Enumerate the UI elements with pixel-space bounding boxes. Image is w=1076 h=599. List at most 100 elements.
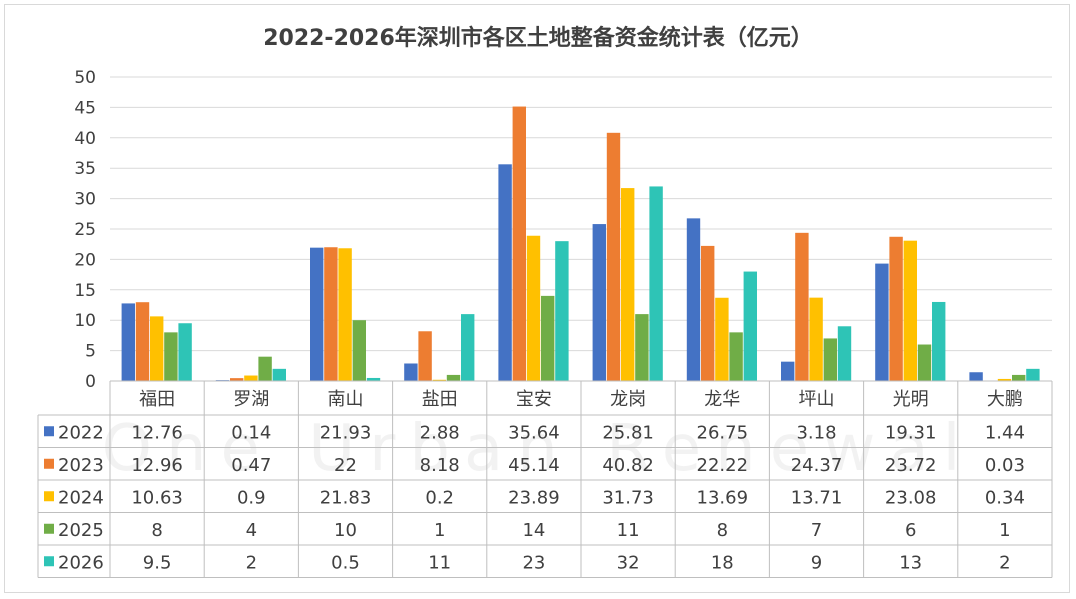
- y-tick-label: 30: [74, 190, 96, 210]
- category-label: 福田: [139, 389, 175, 410]
- data-label: 23: [522, 552, 545, 573]
- bar: [418, 331, 432, 381]
- bar: [837, 326, 852, 381]
- data-label: 24.37: [791, 455, 843, 476]
- series-name: 2023: [58, 455, 104, 476]
- bar: [121, 303, 135, 381]
- category-label: 宝安: [516, 389, 552, 410]
- bar: [352, 320, 366, 381]
- data-label: 8.18: [420, 455, 460, 476]
- data-label: 35.64: [508, 422, 560, 443]
- bar: [889, 236, 903, 381]
- data-label: 1: [434, 520, 445, 541]
- bar: [606, 132, 621, 381]
- data-label: 1: [999, 520, 1010, 541]
- bar: [875, 263, 889, 381]
- data-label: 21.93: [320, 422, 372, 443]
- bar: [932, 301, 946, 381]
- data-label: 0.03: [985, 455, 1025, 476]
- bar: [686, 218, 701, 381]
- y-tick-label: 0: [85, 372, 96, 392]
- bar: [272, 368, 286, 381]
- data-table: 福田 罗湖 南山 盐田 宝安 龙岗 龙华 坪山 光明 大鹏 2022 12.76 0.14 21.93 2.…: [37, 380, 1053, 578]
- y-tick-label: 40: [74, 129, 96, 149]
- data-label: 12.96: [131, 455, 183, 476]
- bar: [178, 323, 192, 381]
- data-label: 2: [999, 552, 1010, 573]
- watermark: One Urban Renewal: [102, 412, 975, 486]
- legend-key: [44, 523, 54, 534]
- bar: [135, 302, 150, 381]
- legend-key: [44, 458, 54, 469]
- bar: [969, 372, 983, 381]
- bar: [621, 188, 635, 381]
- bar: [997, 378, 1012, 381]
- bar: [432, 379, 446, 381]
- data-label: 7: [811, 520, 822, 541]
- watermark-text: One Urban Renewal: [102, 412, 975, 486]
- data-label: 18: [711, 552, 734, 573]
- data-label: 23.72: [885, 455, 937, 476]
- legend-key: [44, 491, 54, 502]
- bar: [498, 164, 512, 381]
- data-label: 0.34: [985, 487, 1025, 508]
- data-label: 10.63: [131, 487, 183, 508]
- category-label: 盐田: [422, 389, 458, 410]
- bar: [809, 297, 823, 381]
- y-tick-label: 35: [74, 159, 96, 179]
- data-label: 23.08: [885, 487, 937, 508]
- data-label: 32: [617, 552, 640, 573]
- bar: [446, 374, 461, 381]
- data-label: 13.69: [697, 487, 749, 508]
- bar: [743, 271, 757, 381]
- y-tick-label: 25: [74, 220, 96, 240]
- y-tick-label: 10: [74, 311, 96, 331]
- data-label: 23.89: [508, 487, 560, 508]
- data-label: 22.22: [697, 455, 749, 476]
- bar: [258, 356, 272, 381]
- bar: [649, 186, 663, 381]
- bar: [635, 314, 649, 381]
- bar: [903, 240, 917, 381]
- data-label: 0.5: [331, 552, 360, 573]
- data-label: 19.31: [885, 422, 937, 443]
- data-label: 12.76: [131, 422, 183, 443]
- bar: [164, 332, 178, 381]
- bar: [230, 378, 244, 381]
- bar: [701, 245, 715, 381]
- data-label: 0.2: [425, 487, 454, 508]
- data-label: 13.71: [791, 487, 843, 508]
- data-label: 0.14: [231, 422, 271, 443]
- bar: [541, 295, 555, 381]
- bar: [512, 106, 526, 381]
- bar: [1012, 374, 1026, 381]
- y-tick-label: 5: [85, 342, 96, 362]
- series-name: 2022: [58, 422, 104, 443]
- bar: [244, 375, 258, 381]
- bar: [729, 332, 743, 381]
- bar: [366, 377, 381, 381]
- bar: [150, 316, 164, 381]
- y-tick-label: 15: [74, 281, 96, 301]
- data-label: 8: [717, 520, 728, 541]
- series-name: 2026: [58, 552, 104, 573]
- bar: [795, 232, 809, 381]
- data-label: 0.9: [237, 487, 266, 508]
- data-label: 2: [246, 552, 257, 573]
- data-label: 2.88: [420, 422, 460, 443]
- data-label: 10: [334, 520, 357, 541]
- chart-title: 2022-2026年深圳市各区土地整备资金统计表（亿元）: [263, 26, 813, 51]
- data-label: 9: [811, 552, 822, 573]
- data-label: 3.18: [796, 422, 836, 443]
- bar: [781, 361, 795, 381]
- category-label: 龙华: [704, 389, 740, 410]
- bar: [917, 344, 932, 381]
- series-name: 2024: [58, 487, 104, 508]
- data-label: 1.44: [985, 422, 1025, 443]
- y-axis: 0 5 10 15 20 25 30 35 40 45 50: [74, 68, 96, 392]
- data-label: 4: [246, 520, 257, 541]
- bar: [324, 247, 338, 381]
- bar: [338, 248, 352, 381]
- y-tick-label: 45: [74, 98, 96, 118]
